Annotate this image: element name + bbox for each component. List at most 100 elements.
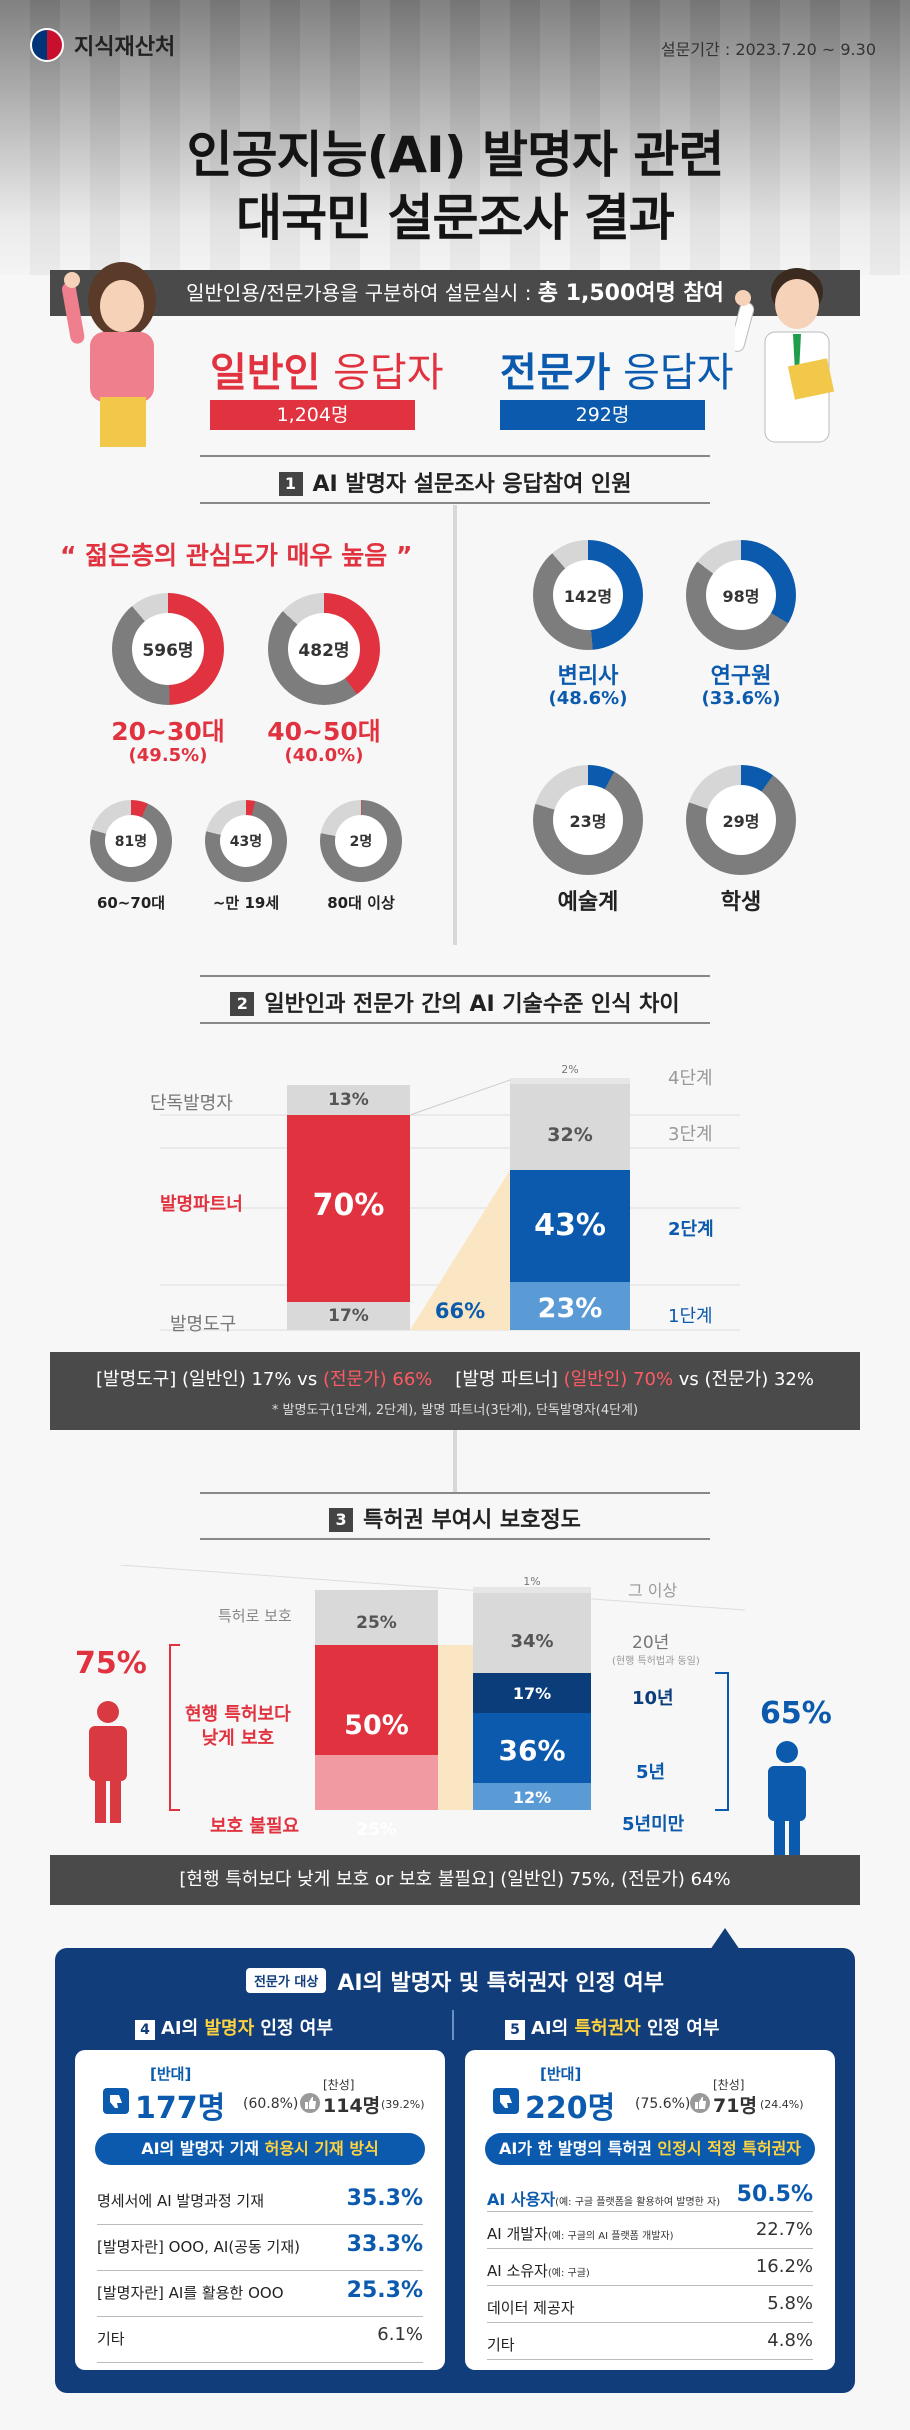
participation-banner: 일반인용/전문가용을 구분하여 설문실시 : 총 1,500여명 참여 bbox=[50, 270, 860, 316]
expert-lt5-bar bbox=[473, 1783, 591, 1810]
label-over: 그 이상 bbox=[628, 1581, 678, 1600]
expert-stage2-value: 43% bbox=[534, 1207, 606, 1243]
label-invention-tool: 발명도구 bbox=[170, 1314, 237, 1335]
section1-title: AI 발명자 설문조사 응답참여 인원 bbox=[312, 472, 632, 497]
s4-row-label: [발명자란] OOO, AI(공동 기재) bbox=[97, 2236, 300, 2257]
expert-stage3-bar bbox=[510, 1084, 630, 1170]
s4-row-label: 기타 bbox=[97, 2328, 125, 2349]
age-60-70-donut: 81명 bbox=[90, 800, 172, 882]
section2-header: 2 일반인과 전문가 간의 AI 기술수준 인식 차이 bbox=[0, 986, 910, 1018]
age-40-50-count: 482명 bbox=[288, 613, 360, 685]
section1-bottom-line bbox=[200, 502, 710, 504]
s4-agree-count: 114명 bbox=[323, 2095, 381, 2117]
expert-20y-bar bbox=[473, 1593, 591, 1673]
expert-5y-bar bbox=[473, 1713, 591, 1783]
s5-row-value: 50.5% bbox=[736, 2182, 813, 2207]
age-20-30-count: 596명 bbox=[132, 613, 204, 685]
s4-row-divider bbox=[97, 2362, 423, 2363]
label-lower-protection: 현행 특허보다 낮게 보호 bbox=[185, 1704, 291, 1749]
general-lower-total: 75% bbox=[75, 1646, 147, 1681]
s4-header: 4 AI의 발명자 인정 여부 bbox=[135, 2014, 333, 2040]
protection-connector-shape bbox=[438, 1645, 473, 1810]
s5-row-text: 기타 bbox=[487, 2336, 515, 2354]
expert-lower-total: 65% bbox=[760, 1696, 832, 1731]
label-5y: 5년 bbox=[636, 1762, 666, 1783]
s5-number: 5 bbox=[505, 2020, 525, 2040]
expert-arts-label: 예술계 bbox=[557, 890, 619, 915]
stage3-label: 3단계 bbox=[668, 1124, 713, 1145]
s4-pill: AI의 발명자 기재 허용시 기재 방식 bbox=[95, 2133, 425, 2165]
general-patent-bar bbox=[315, 1590, 438, 1645]
panel-tag: 전문가 대상 bbox=[245, 1968, 327, 1993]
age-80plus-donut: 2명 bbox=[320, 800, 402, 882]
expert-count-box: 292명 bbox=[500, 400, 705, 430]
s5-row-label: AI 사용자(예: 구글 플랫폼을 활용하여 발명한 자) bbox=[487, 2186, 720, 2210]
s4-row-text: [발명자란] OOO, AI(공동 기재) bbox=[97, 2238, 300, 2256]
section2-summary-bar: [발명도구] (일반인) 17% vs (전문가) 66% [발명 파트너] (… bbox=[50, 1352, 860, 1430]
expert-lt5-value: 12% bbox=[512, 1788, 552, 1807]
expert-10y-bar bbox=[473, 1673, 591, 1713]
expert-researcher-label: 연구원 bbox=[710, 664, 772, 689]
age-40-50-pct: (40.0%) bbox=[284, 745, 364, 766]
expert-over-bar bbox=[473, 1587, 591, 1593]
s4-highlight: 발명자 bbox=[204, 2018, 255, 2039]
s4-row-value: 33.3% bbox=[346, 2232, 423, 2257]
page-title-line2: 대국민 설문조사 결과 bbox=[236, 189, 675, 247]
s5-row-divider bbox=[487, 2248, 813, 2249]
s4-row-divider bbox=[97, 2316, 423, 2317]
label-10y: 10년 bbox=[632, 1688, 674, 1709]
age-40-50-donut: 482명 bbox=[268, 593, 380, 705]
panel-pointer bbox=[710, 1928, 740, 1950]
general-lower-bar bbox=[315, 1645, 438, 1755]
expert-respondent-title: 전문가 응답자 bbox=[500, 340, 734, 398]
general-none-value: 25% bbox=[356, 1820, 397, 1840]
age-20-30-pct: (49.5%) bbox=[128, 745, 208, 766]
s5-row-text: 데이터 제공자 bbox=[487, 2299, 575, 2317]
general-partner-value: 70% bbox=[312, 1187, 385, 1223]
section2-bottom-line bbox=[200, 1022, 710, 1024]
s5-header: 5 AI의 특허권자 인정 여부 bbox=[505, 2014, 720, 2040]
s4-thumbs-down-icon bbox=[103, 2088, 129, 2114]
section3-chart bbox=[119, 1565, 746, 1811]
expert-researcher-donut: 98명 bbox=[686, 540, 796, 650]
s4-number: 4 bbox=[135, 2020, 155, 2040]
s4-agree-label: [찬성] bbox=[323, 2078, 355, 2092]
solo-connector-line bbox=[409, 1079, 511, 1116]
s5-agree-label: [찬성] bbox=[713, 2078, 745, 2092]
summary-tool-highlight: (전문가) 66% bbox=[322, 1369, 433, 1390]
s5-post: 인정 여부 bbox=[640, 2018, 720, 2039]
expert-over-value: 1% bbox=[523, 1574, 541, 1588]
general-tool-value: 17% bbox=[328, 1306, 369, 1326]
org-name: 지식재산처 bbox=[74, 35, 176, 60]
s4-row-text: [발명자란] AI를 활용한 OOO bbox=[97, 2284, 284, 2302]
hero-background bbox=[0, 0, 910, 275]
label-lt5: 5년미만 bbox=[622, 1814, 685, 1835]
section2-title: 일반인과 전문가 간의 AI 기술수준 인식 차이 bbox=[264, 992, 680, 1017]
age-20-30-donut: 596명 bbox=[112, 593, 224, 705]
expert-patent-attorney-label: 변리사 bbox=[557, 664, 619, 689]
general-label: 일반인 bbox=[210, 350, 321, 396]
section1-top-line bbox=[200, 455, 710, 457]
expert-student-label: 학생 bbox=[720, 890, 762, 915]
s5-card bbox=[465, 2050, 835, 2370]
expert-20y-value: 34% bbox=[510, 1630, 554, 1652]
expert-stage4-value: 2% bbox=[561, 1062, 579, 1076]
s4-oppose-label: [반대] bbox=[150, 2065, 192, 2083]
org-logo: 지식재산처 bbox=[30, 28, 175, 62]
label-patent-protection: 특허로 보호 bbox=[218, 1607, 292, 1625]
label-20y-note: (현행 특허법과 동일) bbox=[612, 1656, 700, 1667]
expert-10y-value: 17% bbox=[512, 1683, 552, 1703]
s5-row-divider bbox=[487, 2285, 813, 2286]
s4-pill-highlight: 허용시 기재 방식 bbox=[264, 2139, 379, 2158]
expert-label: 전문가 bbox=[500, 350, 611, 396]
s5-pre: AI의 bbox=[531, 2018, 575, 2039]
section1-header: 1 AI 발명자 설문조사 응답참여 인원 bbox=[0, 466, 910, 498]
s5-row-note: (예: 구글 플랫폼을 활용하여 발명한 자) bbox=[555, 2197, 721, 2208]
s4-pill-pre: AI의 발명자 기재 bbox=[141, 2139, 265, 2158]
s5-row-label: 기타 bbox=[487, 2334, 515, 2355]
expert-suffix: 응답자 bbox=[610, 350, 734, 396]
expert-stage2-bar bbox=[510, 1170, 630, 1282]
section1-number: 1 bbox=[278, 472, 303, 496]
age-under19-label: ~만 19세 bbox=[212, 894, 280, 912]
s5-highlight: 특허권자 bbox=[574, 2018, 641, 2039]
